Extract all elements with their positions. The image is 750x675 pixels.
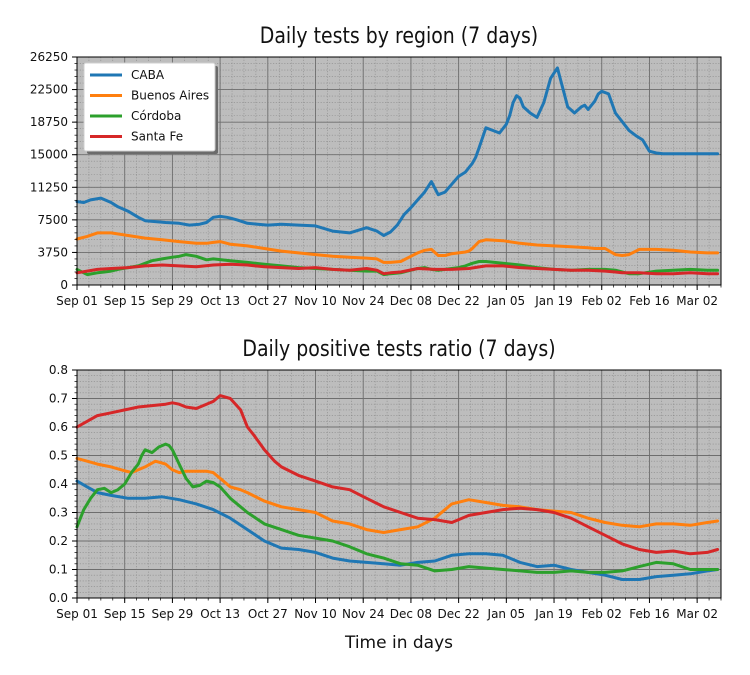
x-tick-label: Dec 08 (390, 294, 432, 308)
y-tick-label: 0.0 (49, 591, 68, 605)
x-tick-label: Nov 10 (294, 607, 337, 621)
x-tick-label: Jan 05 (487, 294, 526, 308)
y-tick-label: 0.3 (49, 506, 68, 520)
series-line-buenos-aires (75, 456, 720, 534)
x-tick-label: Jan 19 (534, 607, 573, 621)
legend-label: CABA (131, 68, 165, 82)
x-tick-label: Feb 02 (582, 294, 622, 308)
x-tick-label: Dec 22 (437, 294, 479, 308)
legend: CABA Buenos Aires Córdoba Santa Fe (83, 62, 218, 154)
x-tick-label: Sep 01 (56, 607, 98, 621)
y-tick-label: 0.7 (49, 392, 68, 406)
y-tick-label: 11250 (30, 180, 68, 194)
y-tick-label: 0 (60, 278, 68, 292)
x-tick-label: Sep 15 (104, 607, 146, 621)
y-tick-label: 0.5 (49, 449, 68, 463)
x-tick-label: Sep 15 (104, 294, 146, 308)
y-tick-label: 22500 (30, 83, 68, 97)
x-axis-label: Time in days (344, 633, 453, 653)
x-tick-label: Jan 05 (487, 607, 526, 621)
x-tick-label: Oct 27 (248, 294, 288, 308)
x-tick-label: Sep 29 (152, 294, 194, 308)
x-tick-label: Nov 10 (294, 294, 337, 308)
x-tick-label: Dec 08 (390, 607, 432, 621)
x-tick-label: Oct 13 (200, 607, 240, 621)
chart-title: Daily tests by region (7 days) (260, 23, 538, 49)
chart-tests-by-region: Daily tests by region (7 days) Sep 01 Sep… (30, 23, 722, 308)
series-line-buenos-aires (75, 231, 720, 264)
legend-label: Córdoba (131, 109, 181, 123)
legend-label: Buenos Aires (131, 89, 209, 103)
series-line-santa-fe (75, 262, 720, 276)
y-tick-label: 0.8 (49, 363, 68, 377)
legend-box (83, 62, 216, 152)
x-tick-label: Dec 22 (437, 607, 479, 621)
chart-positive-ratio: Daily positive tests ratio (7 days) Time… (49, 336, 722, 653)
y-tick-label: 26250 (30, 50, 68, 64)
series-line-santa-fe (75, 394, 720, 556)
series-line-c-rdoba (75, 442, 720, 574)
x-tick-label: Feb 16 (629, 294, 669, 308)
x-tick-label: Mar 02 (676, 294, 718, 308)
y-tick-label: 15000 (30, 148, 68, 162)
y-tick-label: 18750 (30, 115, 68, 129)
x-tick-label: Sep 29 (152, 607, 194, 621)
y-tick-label: 0.1 (49, 563, 68, 577)
x-tick-label: Nov 24 (342, 294, 385, 308)
y-tick-label: 0.2 (49, 534, 68, 548)
x-tick-label: Oct 27 (248, 607, 288, 621)
y-tick-label: 3750 (37, 245, 68, 259)
x-tick-label: Feb 02 (582, 607, 622, 621)
legend-label: Santa Fe (131, 130, 183, 144)
y-tick-label: 0.6 (49, 420, 68, 434)
x-tick-label: Jan 19 (534, 294, 573, 308)
y-tick-label: 0.4 (49, 477, 68, 491)
x-tick-label: Oct 13 (200, 294, 240, 308)
series-line-caba (75, 479, 720, 581)
x-tick-label: Sep 01 (56, 294, 98, 308)
chart-title: Daily positive tests ratio (7 days) (242, 336, 555, 362)
x-tick-label: Nov 24 (342, 607, 385, 621)
x-tick-label: Mar 02 (676, 607, 718, 621)
x-tick-label: Feb 16 (629, 607, 669, 621)
series-line-caba (75, 66, 720, 237)
y-tick-label: 7500 (37, 213, 68, 227)
